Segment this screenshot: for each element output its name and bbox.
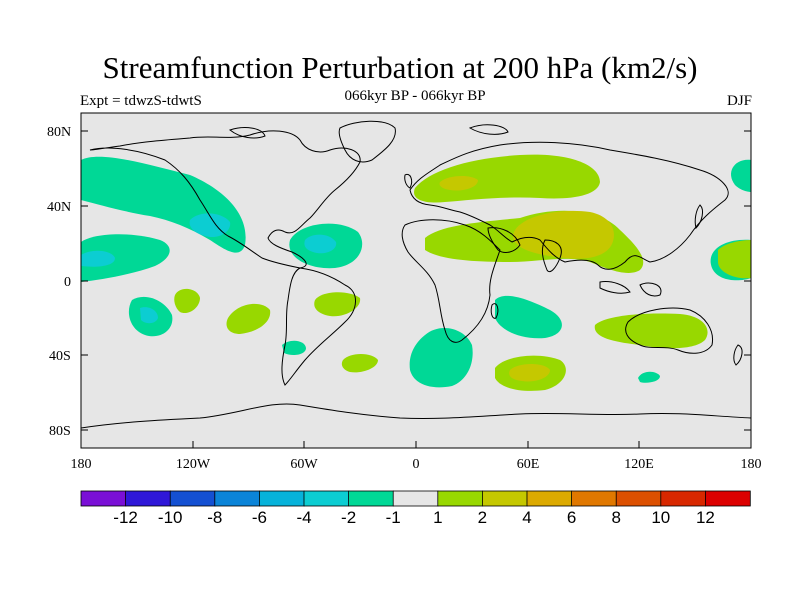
negative-core-caribbean [304, 234, 337, 254]
negative-region-argentina [282, 340, 306, 356]
colorbar-box [80, 490, 127, 507]
shaded-contours [81, 120, 751, 429]
colorbar-box [125, 490, 171, 507]
colorbar-box [615, 490, 662, 507]
colorbar-box [526, 490, 573, 507]
colorbar-box [169, 490, 216, 507]
colorbar-box [392, 490, 439, 507]
colorbar-label: -1 [386, 508, 401, 527]
lon-label-120e: 120E [624, 457, 654, 472]
colorbar-box [437, 490, 484, 507]
lon-label-0: 0 [413, 457, 420, 472]
colorbar-box [571, 490, 617, 507]
positive-core-south-asia [513, 210, 614, 259]
colorbar-box [348, 490, 394, 507]
colorbar-label: 1 [433, 508, 442, 527]
negative-region-south-atlantic [409, 327, 473, 388]
positive-core-eurasia [439, 176, 478, 191]
colorbar-label: -12 [113, 508, 138, 527]
positive-region-australia [594, 313, 708, 349]
positive-region-south-pacific [174, 288, 200, 314]
lon-label-60w: 60W [290, 457, 318, 472]
negative-region-southern-ocean [638, 371, 660, 383]
map-background [81, 113, 751, 448]
colorbar-box [258, 490, 305, 507]
experiment-label: Expt = tdwzS-tdwtS [80, 93, 202, 109]
lon-label-180e: 180 [741, 457, 762, 472]
positive-region-south-atlantic [341, 354, 378, 373]
colorbar-label: 2 [478, 508, 487, 527]
negative-core-pacific [189, 213, 231, 238]
colorbar-label: -10 [158, 508, 183, 527]
lon-label-60e: 60E [517, 457, 540, 472]
negative-core-south-pacific [140, 307, 158, 324]
lat-label-40n: 40N [47, 200, 71, 215]
colorbar-label: 8 [611, 508, 620, 527]
colorbar-label: -8 [207, 508, 222, 527]
negative-region-west-pacific [730, 159, 751, 192]
lat-label-80n: 80N [47, 125, 71, 140]
coastlines [81, 120, 751, 429]
season-label: DJF [726, 93, 752, 109]
colorbar: -12 -10 -8 -6 -4 -2 -1 1 2 4 6 8 10 12 [80, 490, 751, 527]
lat-label-0: 0 [64, 275, 71, 290]
positive-core-indian-south [509, 364, 550, 382]
positive-region-south-pacific-2 [226, 303, 271, 334]
colorbar-box [303, 490, 350, 507]
lon-ticks [80, 441, 752, 448]
colorbar-label: 10 [651, 508, 670, 527]
colorbar-box [705, 490, 751, 507]
lat-label-40s: 40S [49, 349, 71, 364]
negative-region-central-pacific [81, 234, 170, 282]
period-label: 066kyr BP - 066kyr BP [344, 88, 486, 104]
colorbar-label: -6 [252, 508, 267, 527]
colorbar-label: -4 [296, 508, 311, 527]
positive-region-north-pacific-east [718, 240, 751, 279]
colorbar-box [214, 490, 261, 507]
lat-label-80s: 80S [49, 424, 71, 439]
negative-region-indian-ocean [495, 295, 562, 339]
colorbar-label: 12 [696, 508, 715, 527]
positive-region-eurasia [414, 154, 600, 203]
colorbar-box [481, 490, 528, 507]
colorbar-label: 4 [522, 508, 531, 527]
negative-core-central-pacific [81, 250, 115, 267]
colorbar-label: 6 [567, 508, 576, 527]
lon-label-180w: 180 [71, 457, 92, 472]
plot-title: Streamfunction Perturbation at 200 hPa (… [102, 50, 698, 85]
lon-label-120w: 120W [176, 457, 211, 472]
lat-ticks [81, 130, 751, 431]
positive-region-brazil [314, 292, 361, 317]
colorbar-label: -2 [341, 508, 356, 527]
colorbar-box [660, 490, 707, 507]
